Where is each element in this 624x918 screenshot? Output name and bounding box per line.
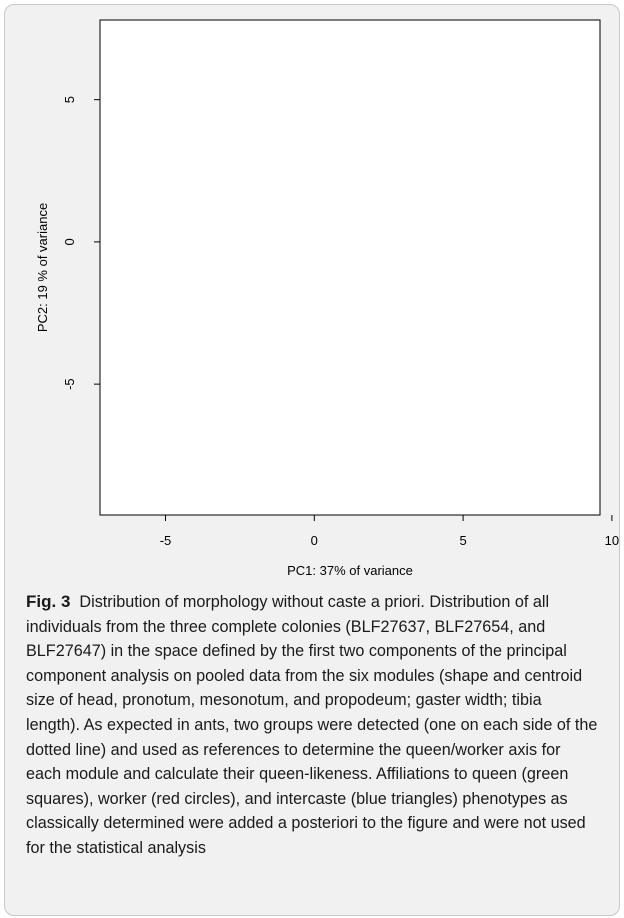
y-tick-label: 0 bbox=[62, 238, 77, 245]
plot-frame bbox=[99, 19, 601, 516]
figure-caption: Fig. 3 Distribution of morphology withou… bbox=[26, 590, 600, 861]
x-tick-label: 10 bbox=[605, 533, 619, 548]
x-axis-title: PC1: 37% of variance bbox=[287, 563, 413, 578]
scatter-chart: -5 0 5 10 -5 0 5 PC1: 37% of variance PC2: 19 % … bbox=[35, 19, 619, 578]
y-tick-label: -5 bbox=[62, 378, 77, 390]
y-tick-label: 5 bbox=[62, 96, 77, 103]
figure-label: Fig. 3 bbox=[26, 592, 71, 611]
x-tick-label: -5 bbox=[160, 533, 172, 548]
x-tick-label: 0 bbox=[311, 533, 318, 548]
chart-axes: -5 0 5 10 -5 0 5 PC1: 37% of variance PC2: 19 % … bbox=[35, 19, 619, 578]
figure-title: Distribution of morphology without caste… bbox=[79, 593, 425, 611]
figure-caption-text: Distribution of all individuals from the… bbox=[26, 593, 598, 857]
x-tick-label: 5 bbox=[459, 533, 466, 548]
y-axis-title: PC2: 19 % of variance bbox=[35, 203, 50, 332]
